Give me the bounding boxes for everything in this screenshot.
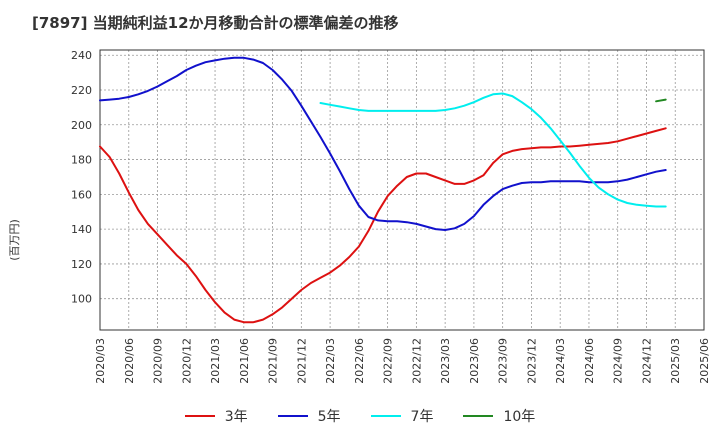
grid-layer xyxy=(100,50,704,330)
series-line-7年 xyxy=(319,92,667,208)
x-tick-label: 2025/03 xyxy=(669,338,682,384)
legend-swatch xyxy=(277,415,308,417)
x-tick-label: 2024/06 xyxy=(583,338,596,384)
legend-label: 3年 xyxy=(224,409,248,425)
legend-label: 5年 xyxy=(317,409,341,425)
y-tick-label: 140 xyxy=(71,223,92,236)
x-tick-label: 2022/12 xyxy=(410,338,423,384)
series-line-5年 xyxy=(99,56,667,231)
x-tick-label: 2021/12 xyxy=(295,338,308,384)
y-tick-label: 160 xyxy=(71,188,92,201)
x-tick-label: 2023/09 xyxy=(497,338,510,384)
chart-title: [7897] 当期純利益12か月移動合計の標準偏差の推移 xyxy=(32,14,399,32)
legend-item: 10年 xyxy=(463,406,535,426)
legend-swatch xyxy=(184,415,215,417)
x-tick-label: 2025/06 xyxy=(698,338,711,384)
x-tick-labels: 2020/03 2020/06 2020/09 2020/12 2021/03 2021/… xyxy=(94,338,711,384)
y-tick-label: 220 xyxy=(71,84,92,97)
x-tick-label: 2023/06 xyxy=(468,338,481,384)
x-tick-label: 2024/03 xyxy=(554,338,567,384)
legend: 3年 5年 7年 10年 xyxy=(0,404,720,428)
series-line-10年 xyxy=(655,98,667,103)
x-tick-label: 2020/06 xyxy=(123,338,136,384)
axis-layer xyxy=(99,49,705,331)
x-tick-label: 2021/09 xyxy=(267,338,280,384)
y-tick-label: 120 xyxy=(71,258,92,271)
y-tick-label: 200 xyxy=(71,119,92,132)
x-tick-label: 2024/12 xyxy=(640,338,653,384)
series-layer xyxy=(99,56,667,324)
x-tick-label: 2021/06 xyxy=(238,338,251,384)
legend-swatch xyxy=(370,415,401,417)
y-tick-labels: 100 120 140 160 180 200 220 240 xyxy=(71,49,92,305)
legend-label: 10年 xyxy=(503,409,536,425)
x-tick-label: 2022/06 xyxy=(353,338,366,384)
x-tick-label: 2023/12 xyxy=(525,338,538,384)
legend-item: 3年 xyxy=(184,406,248,426)
x-tick-label: 2024/09 xyxy=(612,338,625,384)
x-tick-label: 2020/03 xyxy=(94,338,107,384)
x-tick-label: 2022/09 xyxy=(382,338,395,384)
y-tick-label: 100 xyxy=(71,293,92,306)
plot-frame xyxy=(99,49,705,331)
y-tick-label: 180 xyxy=(71,154,92,167)
x-tick-label: 2023/03 xyxy=(439,338,452,384)
series-line-3年 xyxy=(99,127,667,324)
x-tick-label: 2022/03 xyxy=(324,338,337,384)
y-tick-label: 240 xyxy=(71,49,92,62)
legend-item: 5年 xyxy=(277,406,341,426)
x-tick-label: 2020/12 xyxy=(180,338,193,384)
legend-label: 7年 xyxy=(410,409,434,425)
legend-swatch xyxy=(463,415,494,417)
x-tick-label: 2020/09 xyxy=(152,338,165,384)
x-tick-label: 2021/03 xyxy=(209,338,222,384)
legend-item: 7年 xyxy=(370,406,434,426)
